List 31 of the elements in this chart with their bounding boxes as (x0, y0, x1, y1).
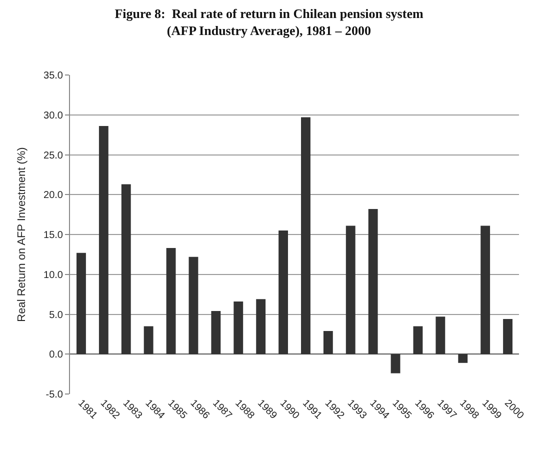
bar (413, 326, 423, 354)
bar (234, 301, 244, 354)
y-tick-label: 25.0 (44, 150, 64, 162)
bar (278, 230, 288, 354)
bar (323, 331, 333, 354)
bar (436, 316, 446, 354)
bar (188, 256, 198, 354)
bar (458, 354, 468, 363)
bar (390, 354, 400, 374)
bar (480, 226, 490, 354)
bar (121, 184, 131, 354)
chart-title: Figure 8: Real rate of return in Chilean pension system (AFP Industry Average), 1981 – 2000 (114, 6, 424, 38)
y-tick-label: 20.0 (44, 190, 64, 202)
bar (76, 252, 86, 354)
y-tick-label: 15.0 (44, 230, 64, 241)
bar (368, 208, 378, 354)
y-tick-label: 35.0 (44, 70, 64, 82)
y-tick-label: 30.0 (44, 110, 64, 122)
bar (144, 326, 154, 354)
bar (98, 126, 108, 354)
bar (346, 226, 356, 354)
y-tick-label: 10.0 (44, 270, 64, 281)
bar (503, 319, 512, 354)
bar (301, 117, 310, 354)
y-tick-label: 0.0 (49, 350, 64, 361)
bar (166, 248, 176, 354)
bar (256, 299, 266, 354)
y-axis-title: Real Return on AFP Investment (%) (16, 147, 28, 322)
bar (211, 311, 221, 354)
y-tick-label: 5.0 (49, 310, 64, 321)
y-tick-label: -5.0 (46, 390, 64, 400)
